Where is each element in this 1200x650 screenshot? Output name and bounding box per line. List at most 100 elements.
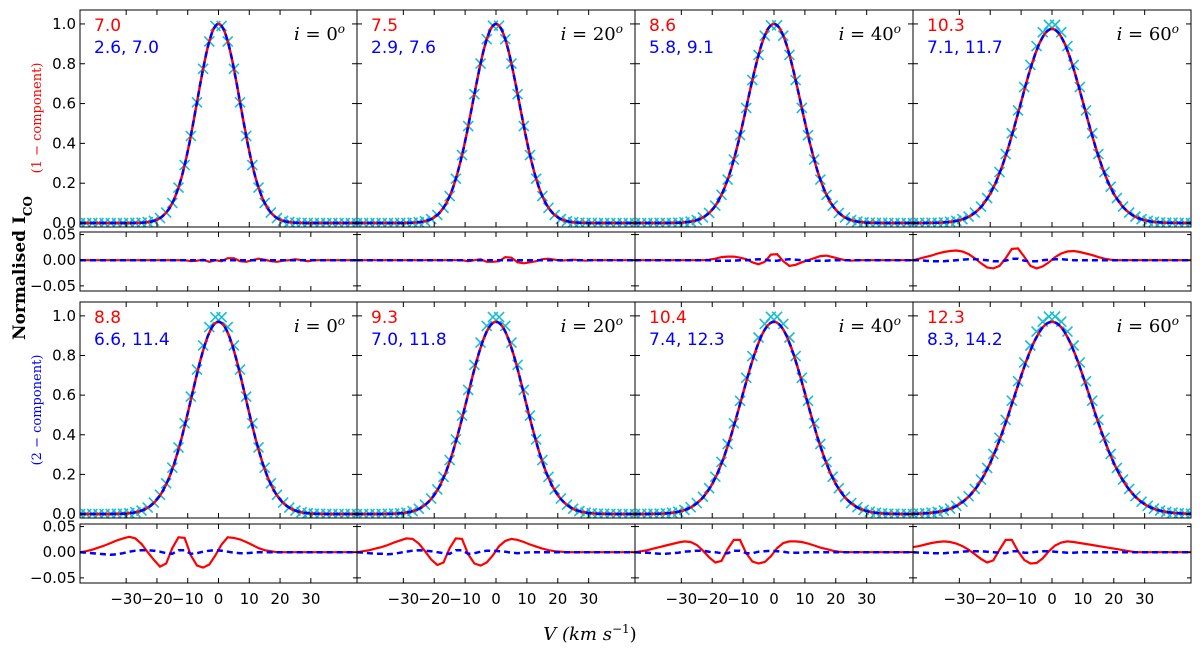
y-axis-label-main: Normalised I (10, 216, 30, 340)
inclination-value: 0 (326, 316, 337, 337)
sigma-1comp-label: 12.3 (927, 308, 965, 328)
inclination-degree: o (338, 314, 345, 328)
y-tick-label: 0.05 (43, 518, 76, 536)
main-plot-area (635, 311, 913, 518)
y-tick-label: 0.6 (52, 95, 76, 113)
row-label-1: (1 − component) (30, 63, 45, 174)
y-tick-label: 0.0 (52, 505, 76, 523)
x-tick-label: 30 (1135, 590, 1154, 608)
inclination-symbol: i (561, 316, 567, 337)
sigma-2comp-label: 7.0, 11.8 (371, 330, 447, 350)
y-tick-label: 1.0 (52, 307, 76, 325)
x-tick-label: 30 (301, 590, 320, 608)
inclination-equals: = (566, 24, 593, 45)
inclination-equals: = (844, 24, 871, 45)
sigma-2comp-label: 2.9, 7.6 (371, 38, 436, 58)
inclination-symbol: i (1117, 24, 1123, 45)
resid-plot-area (80, 535, 357, 569)
x-tick-label: 10 (795, 590, 814, 608)
x-tick-label: 0 (1047, 590, 1057, 608)
inclination-equals: = (300, 316, 327, 337)
resid-plot-area (913, 538, 1191, 565)
resid-line-2comp (913, 257, 1191, 263)
data-point-cross (907, 217, 913, 227)
resid-line-2comp (357, 548, 635, 556)
panel-r1-c3: 8.65.8, 9.1 i = 40o (634, 9, 914, 292)
inclination-symbol: i (839, 316, 845, 337)
panel-r1-c4: 10.37.1, 11.7 i = 60o (912, 9, 1192, 292)
x-tick-label: −30 (944, 590, 976, 608)
inclination-equals: = (844, 316, 871, 337)
data-point-cross (351, 508, 357, 518)
sigma-1comp-label: 9.3 (371, 308, 398, 328)
fit-line-1comp (357, 320, 635, 516)
inclination-degree: o (338, 22, 345, 36)
sigma-2comp-label: 7.4, 12.3 (649, 330, 725, 350)
y-tick-label: 0.4 (52, 134, 76, 152)
inclination-equals: = (1122, 24, 1149, 45)
inclination-equals: = (1122, 316, 1149, 337)
inclination-symbol: i (839, 24, 845, 45)
data-point-cross (499, 320, 511, 332)
fit-line-1comp (913, 320, 1191, 516)
fit-line-1comp (913, 27, 1191, 225)
y-axis-label-sub: CO (21, 196, 35, 216)
x-tick-label: −30 (666, 590, 698, 608)
resid-line-1comp (80, 535, 357, 569)
inclination-value: 0 (326, 24, 337, 45)
y-tick-label: 0.05 (43, 226, 76, 244)
fit-line-2comp (635, 320, 913, 516)
data-point-cross (222, 321, 234, 333)
data-point-cross (777, 318, 789, 330)
x-tick-label: −20 (974, 590, 1006, 608)
x-axis-label: V (km s−1) (543, 622, 636, 645)
inclination-degree: o (894, 314, 901, 328)
sigma-2comp-label: 7.1, 11.7 (927, 38, 1003, 58)
y-tick-label: 0.2 (52, 174, 76, 192)
resid-plot-area (80, 257, 357, 263)
resid-line-2comp (635, 549, 913, 556)
inclination-degree: o (616, 22, 623, 36)
panel-r1-c1: 0.0 0.2 0.4 0.6 0.8 1.0 7.02.6, 7.0 i = 0o 0.05 0… (30, 9, 358, 295)
x-tick-label: −30 (110, 590, 142, 608)
x-tick-label: −20 (141, 590, 173, 608)
inclination-degree: o (1172, 314, 1179, 328)
panel-r2-c2: 9.37.0, 11.8i = 20o−30 −20 −10 0 10 20 30 (356, 301, 636, 608)
resid-plot-area (357, 537, 635, 567)
x-tick-label: 20 (1104, 590, 1123, 608)
data-point-cross (481, 320, 493, 332)
data-point-cross (629, 217, 635, 227)
sigma-2comp-label: 2.6, 7.0 (94, 38, 159, 58)
sigma-1comp-label: 8.8 (94, 308, 121, 328)
x-tick-label: 0 (491, 590, 501, 608)
data-point-cross (351, 217, 357, 227)
sigma-1comp-label: 8.6 (649, 16, 676, 36)
x-tick-label: 0 (769, 590, 779, 608)
x-tick-label: −30 (388, 590, 420, 608)
sigma-1comp-label: 10.3 (927, 16, 965, 36)
x-tick-label: 20 (548, 590, 567, 608)
inclination-value: 40 (871, 24, 894, 45)
inclination-value: 20 (593, 24, 616, 45)
inclination-equals: = (300, 24, 327, 45)
resid-line-2comp (913, 549, 1191, 555)
inclination-degree: o (616, 314, 623, 328)
x-tick-label: −10 (727, 590, 759, 608)
inclination-symbol: i (561, 24, 567, 45)
x-tick-label: 10 (240, 590, 259, 608)
resid-frame (634, 231, 914, 292)
row-label-2: (2 − component) (30, 355, 45, 466)
data-point-cross (1185, 217, 1191, 227)
y-tick-label: 1.0 (52, 15, 76, 33)
main-plot-area (913, 310, 1191, 518)
y-tick-label: 0.2 (52, 465, 76, 483)
inclination-label: i = 60o (1117, 314, 1179, 337)
inclination-value: 40 (871, 316, 894, 337)
data-point-cross (1185, 508, 1191, 518)
data-point-cross (1055, 26, 1067, 38)
resid-line-2comp (80, 548, 357, 557)
panels-group: 0.00.20.40.60.81.0 7.02.6, 7.0i = 0o0.050… (30, 9, 1192, 608)
data-point-cross (629, 508, 635, 518)
x-tick-label: 30 (857, 590, 876, 608)
